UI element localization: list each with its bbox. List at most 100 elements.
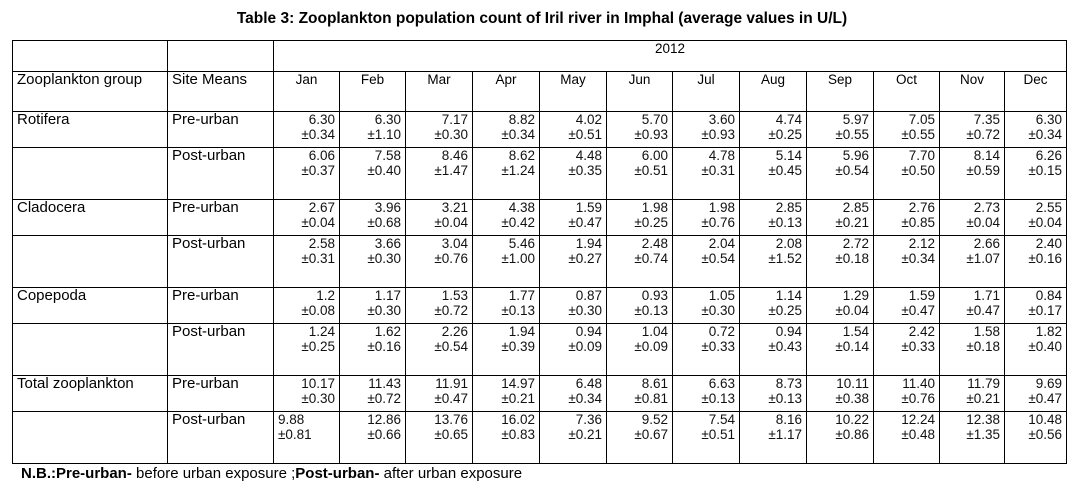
value-cell: 11.91 ±0.47 (405, 375, 473, 412)
mean-value: 8.16 (775, 412, 802, 428)
mean-value: 16.02 (501, 412, 535, 428)
value-cell: 7.05 ±0.55 (873, 111, 940, 148)
value-cell: 7.35 ±0.72 (939, 111, 1005, 148)
table-row: Post-urban 6.06 ±0.37 7.58 ±0.40 8.46 ±1.47 8.6… (12, 147, 1067, 200)
mean-value: 8.14 (973, 148, 1000, 164)
value-cell: 0.93 ±0.13 (606, 287, 673, 324)
value-cell: 5.97 ±0.55 (806, 111, 874, 148)
month-header: Aug (739, 71, 807, 112)
sd-value: ±0.35 (568, 163, 602, 178)
mean-value: 5.97 (842, 112, 869, 128)
sd-value: ±0.25 (768, 303, 802, 318)
value-cell: 6.48 ±0.34 (539, 375, 607, 412)
mean-value: 2.85 (842, 200, 869, 216)
zooplankton-table: 2012 Zooplankton group Site Means Jan Feb… (12, 40, 1067, 464)
mean-value: 6.06 (308, 148, 335, 164)
mean-value: 3.21 (441, 200, 468, 216)
sd-value: ±0.30 (367, 303, 401, 318)
sd-value: ±0.21 (568, 427, 602, 442)
value-cell: 10.48 ±0.56 (1004, 411, 1067, 464)
sd-value: ±1.00 (501, 251, 535, 266)
sd-value: ±0.76 (701, 215, 735, 230)
sd-value: ±0.27 (568, 251, 602, 266)
mean-value: 2.85 (775, 200, 802, 216)
month-header: Mar (405, 71, 473, 112)
mean-value: 1.98 (708, 200, 735, 216)
sd-value: ±0.25 (634, 215, 668, 230)
mean-value: 4.48 (575, 148, 602, 164)
sd-value: ±0.25 (768, 127, 802, 142)
table-caption: Zooplankton population count of Iril riv… (298, 10, 848, 27)
mean-value: 12.38 (966, 412, 1000, 428)
value-cell: 8.46 ±1.47 (405, 147, 473, 200)
sd-value: ±0.30 (367, 251, 401, 266)
value-cell: 7.36 ±0.21 (539, 411, 607, 464)
value-cell: 11.43 ±0.72 (339, 375, 406, 412)
table-row: Post-urban 9.88 ±0.81 12.86 ±0.66 13.76 ±0.65 1… (12, 411, 1067, 464)
value-cell: 6.30 ±0.34 (273, 111, 340, 148)
mean-value: 0.72 (708, 324, 735, 340)
group-name: Cladocera (12, 199, 168, 236)
sd-value: ±0.31 (301, 251, 335, 266)
value-cell: 6.63 ±0.13 (672, 375, 740, 412)
sd-value: ±0.67 (634, 427, 668, 442)
value-cell: 8.82 ±0.34 (472, 111, 540, 148)
value-cell: 2.12 ±0.34 (873, 235, 940, 288)
value-cell: 1.98 ±0.25 (606, 199, 673, 236)
mean-value: 6.30 (308, 112, 335, 128)
value-cell: 0.94 ±0.43 (739, 323, 807, 376)
value-cell: 5.46 ±1.00 (472, 235, 540, 288)
month-header: Jan (273, 71, 340, 112)
sd-value: ±0.15 (1028, 163, 1062, 178)
month-header: Feb (339, 71, 406, 112)
sd-value: ±0.51 (634, 163, 668, 178)
sd-value: ±0.09 (568, 339, 602, 354)
sd-value: ±0.72 (966, 127, 1000, 142)
value-cell: 8.61 ±0.81 (606, 375, 673, 412)
month-header: Jul (672, 71, 740, 112)
mean-value: 0.87 (575, 288, 602, 304)
table-row: Rotifera Pre-urban 6.30 ±0.34 6.30 ±1.10 7.17 ±… (12, 111, 1067, 148)
sd-value: ±0.30 (701, 303, 735, 318)
mean-value: 2.04 (708, 236, 735, 252)
mean-value: 7.35 (973, 112, 1000, 128)
month-header: May (539, 71, 607, 112)
mean-value: 11.79 (967, 376, 1000, 392)
mean-value: 1.98 (641, 200, 668, 216)
mean-value: 8.82 (508, 112, 535, 128)
mean-value: 8.73 (775, 376, 802, 392)
sd-value: ±0.30 (568, 303, 602, 318)
value-cell: 0.94 ±0.09 (539, 323, 607, 376)
sd-value: ±0.47 (434, 391, 468, 406)
mean-value: 7.17 (441, 112, 468, 128)
group-name: Copepoda (12, 287, 168, 324)
sd-value: ±0.55 (835, 127, 869, 142)
month-header: Sep (806, 71, 874, 112)
sd-value: ±0.38 (835, 391, 869, 406)
value-cell: 3.21 ±0.04 (405, 199, 473, 236)
value-cell: 7.58 ±0.40 (339, 147, 406, 200)
footnote-pre-text: before urban exposure ; (131, 465, 296, 482)
value-cell: 1.17 ±0.30 (339, 287, 406, 324)
sd-value: ±0.47 (966, 303, 1000, 318)
value-cell: 9.69 ±0.47 (1004, 375, 1067, 412)
value-cell: 4.02 ±0.51 (539, 111, 607, 148)
mean-value: 2.55 (1035, 200, 1062, 216)
mean-value: 6.63 (708, 376, 735, 392)
sd-value: ±0.54 (434, 339, 468, 354)
mean-value: 1.58 (973, 324, 1000, 340)
value-cell: 10.11 ±0.38 (806, 375, 874, 412)
sd-value: ±0.85 (901, 215, 935, 230)
value-cell: 12.38 ±1.35 (939, 411, 1005, 464)
sd-value: ±0.42 (501, 215, 535, 230)
year-row: 2012 (12, 40, 1067, 72)
value-cell: 16.02 ±0.83 (472, 411, 540, 464)
sd-value: ±0.93 (701, 127, 735, 142)
mean-value: 3.60 (708, 112, 735, 128)
value-cell: 1.59 ±0.47 (539, 199, 607, 236)
value-cell: 7.54 ±0.51 (672, 411, 740, 464)
sd-value: ±0.21 (835, 215, 869, 230)
sd-value: ±0.81 (634, 391, 668, 406)
sd-value: ±0.21 (966, 391, 1000, 406)
mean-value: 1.05 (708, 288, 735, 304)
